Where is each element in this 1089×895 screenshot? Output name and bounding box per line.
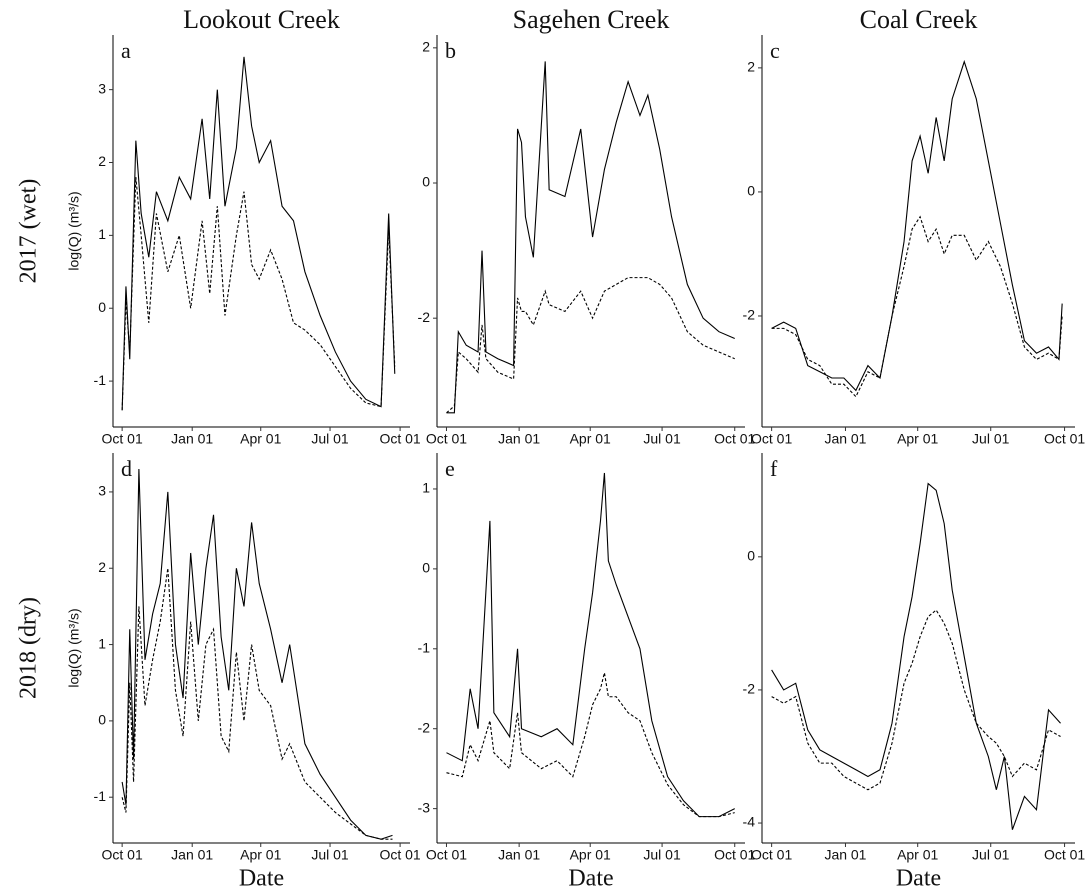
y-tick-label: 3 [98,80,106,96]
x-tick-label: Apr 01 [897,431,938,447]
x-tick-label: Jan 01 [824,431,866,447]
series-line [121,469,393,840]
x-axis-label: Date [239,866,284,892]
y-tick-label: 0 [422,560,430,576]
series-line [446,672,735,818]
y-tick-label: 0 [98,299,106,315]
x-tick-label: Oct 01 [1044,847,1085,863]
panel-label: b [445,38,456,63]
x-tick-label: Oct 01 [426,431,467,447]
y-tick-label: -3 [418,799,431,815]
x-tick-label: Oct 01 [714,431,755,447]
x-tick-label: Jul 01 [972,431,1010,447]
series-line [771,609,1061,791]
series-line [771,59,1063,392]
x-tick-label: Apr 01 [897,847,938,863]
x-tick-label: Oct 01 [379,431,420,447]
x-tick-label: Oct 01 [102,431,143,447]
y-tick-label: 1 [98,635,106,651]
y-tick-label: 2 [747,59,755,75]
x-tick-label: Apr 01 [240,847,281,863]
y-tick-label: 0 [747,548,755,564]
y-tick-label: -2 [418,309,431,325]
y-tick-label: 2 [422,39,430,55]
x-tick-label: Oct 01 [751,431,792,447]
x-tick-label: Jul 01 [643,847,681,863]
y-tick-label: 1 [422,480,430,496]
x-tick-label: Jan 01 [824,847,866,863]
y-tick-label: -2 [418,719,431,735]
column-title: Sagehen Creek [513,5,670,34]
x-tick-label: Jan 01 [171,847,213,863]
y-tick-label: -1 [94,788,107,804]
panel-label: e [445,456,455,481]
series-line [446,472,735,818]
x-axis-label: Date [568,866,613,892]
x-tick-label: Jul 01 [311,847,349,863]
series-line [771,215,1063,398]
x-tick-label: Oct 01 [1044,431,1085,447]
y-tick-label: 0 [98,712,106,728]
panel-label: f [770,456,778,481]
y-tick-label: -1 [418,640,431,656]
y-tick-label: -4 [743,814,756,830]
y-tick-label: -2 [743,307,756,323]
row-title: 2017 (wet) [16,179,42,284]
x-tick-label: Jan 01 [498,431,540,447]
series-line [121,568,393,840]
column-title: Coal Creek [860,5,978,34]
x-tick-label: Oct 01 [426,847,467,863]
x-tick-label: Oct 01 [379,847,420,863]
y-tick-label: 2 [98,153,106,169]
y-tick-label: 3 [98,483,106,499]
y-tick-label: 2 [98,559,106,575]
x-tick-label: Jan 01 [171,431,213,447]
x-tick-label: Jan 01 [498,847,540,863]
x-tick-label: Apr 01 [570,431,611,447]
x-tick-label: Jul 01 [972,847,1010,863]
y-tick-label: 0 [747,183,755,199]
y-tick-label: 0 [422,174,430,190]
series-line [446,61,735,414]
x-tick-label: Apr 01 [570,847,611,863]
panel-label: d [121,456,132,481]
y-axis-label: log(Q) (m³/s) [66,191,82,270]
x-axis-label: Date [896,866,941,892]
y-tick-label: -2 [743,681,756,697]
y-tick-label: 1 [98,226,106,242]
panel-label: a [121,38,131,63]
x-tick-label: Apr 01 [240,431,281,447]
x-tick-label: Jul 01 [311,431,349,447]
series-line [121,56,396,411]
row-title: 2018 (dry) [16,597,42,699]
y-axis-label: log(Q) (m³/s) [66,608,82,687]
panel-label: c [770,38,780,63]
x-tick-label: Oct 01 [751,847,792,863]
y-tick-label: -1 [94,372,107,388]
series-line [121,177,396,411]
series-line [771,482,1061,830]
column-title: Lookout Creek [183,5,340,34]
x-tick-label: Jul 01 [643,431,681,447]
x-tick-label: Oct 01 [102,847,143,863]
series-line [446,277,735,414]
x-tick-label: Oct 01 [714,847,755,863]
